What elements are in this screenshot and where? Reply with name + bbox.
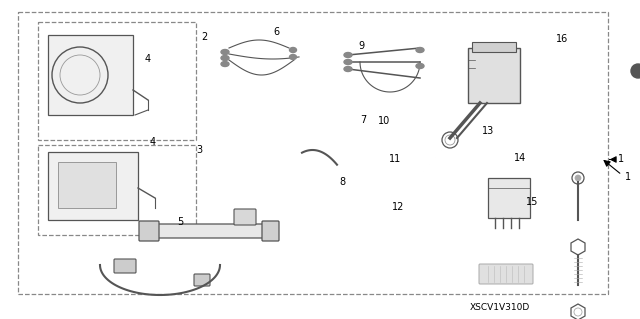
FancyBboxPatch shape xyxy=(262,221,279,241)
Text: 4: 4 xyxy=(144,54,150,64)
Text: 4: 4 xyxy=(149,137,156,147)
Text: 13: 13 xyxy=(481,126,494,137)
FancyBboxPatch shape xyxy=(468,48,520,103)
FancyBboxPatch shape xyxy=(194,274,210,286)
Ellipse shape xyxy=(416,63,424,69)
FancyBboxPatch shape xyxy=(479,264,533,284)
FancyBboxPatch shape xyxy=(114,259,136,273)
Ellipse shape xyxy=(344,66,352,71)
Text: 14: 14 xyxy=(513,153,526,163)
Ellipse shape xyxy=(344,60,352,64)
Ellipse shape xyxy=(289,55,296,60)
FancyBboxPatch shape xyxy=(58,162,116,208)
FancyBboxPatch shape xyxy=(48,35,133,115)
Ellipse shape xyxy=(221,49,229,55)
Ellipse shape xyxy=(221,56,229,61)
FancyBboxPatch shape xyxy=(488,178,530,218)
FancyBboxPatch shape xyxy=(48,152,138,220)
Bar xyxy=(18,12,608,294)
Text: 10: 10 xyxy=(378,116,390,126)
FancyBboxPatch shape xyxy=(154,224,266,238)
Ellipse shape xyxy=(221,62,229,66)
Ellipse shape xyxy=(344,53,352,57)
Text: 3: 3 xyxy=(196,145,203,155)
Circle shape xyxy=(631,64,640,78)
Text: 11: 11 xyxy=(389,154,402,165)
Text: 2: 2 xyxy=(202,32,208,42)
FancyBboxPatch shape xyxy=(472,42,516,52)
Bar xyxy=(38,145,196,235)
Text: 8: 8 xyxy=(339,177,346,188)
Text: 7: 7 xyxy=(360,115,367,125)
Text: 1: 1 xyxy=(625,172,631,182)
Ellipse shape xyxy=(416,48,424,53)
FancyBboxPatch shape xyxy=(139,221,159,241)
Text: 15: 15 xyxy=(526,197,539,207)
Text: XSCV1V310D: XSCV1V310D xyxy=(470,302,530,311)
Bar xyxy=(38,22,196,140)
Text: 9: 9 xyxy=(358,41,365,51)
FancyBboxPatch shape xyxy=(234,209,256,225)
Text: 16: 16 xyxy=(556,34,568,44)
Text: 1: 1 xyxy=(618,154,624,165)
Ellipse shape xyxy=(289,48,296,53)
Text: 5: 5 xyxy=(177,217,184,227)
Text: 6: 6 xyxy=(273,27,280,37)
Text: 12: 12 xyxy=(392,202,404,212)
Circle shape xyxy=(575,175,581,181)
